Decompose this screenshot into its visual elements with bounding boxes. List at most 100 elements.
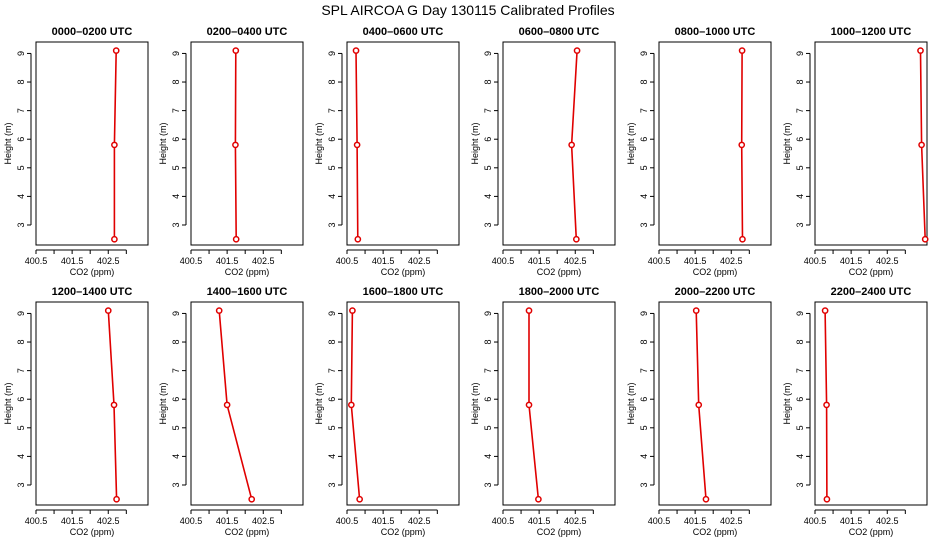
data-point (823, 495, 831, 503)
x-tick-label: 400.5 (492, 516, 515, 526)
data-point (525, 307, 533, 314)
plot-frame (346, 41, 460, 246)
y-tick-label: 5 (483, 425, 493, 430)
x-tick-label: 400.5 (180, 516, 203, 526)
data-point (223, 401, 231, 409)
x-axis-label: CO2 (ppm) (849, 527, 894, 537)
data-point (352, 47, 360, 54)
data-point (111, 141, 118, 149)
x-tick-label: 402.5 (564, 256, 587, 266)
x-axis-label: CO2 (ppm) (381, 267, 426, 277)
x-tick-label: 402.5 (408, 256, 431, 266)
y-axis-label: Height (m) (782, 122, 792, 164)
data-point (232, 235, 240, 243)
y-tick-label: 5 (639, 425, 649, 430)
data-point (111, 235, 118, 243)
data-point (739, 235, 746, 243)
y-tick-label: 4 (483, 194, 493, 199)
x-tick-label: 402.5 (720, 516, 743, 526)
y-axis-label: Height (m) (626, 382, 636, 424)
panel-title: 0200–0400 UTC (207, 26, 288, 38)
y-tick-label: 7 (483, 368, 493, 373)
x-tick-label: 401.5 (61, 516, 84, 526)
x-tick-label: 401.5 (528, 516, 551, 526)
data-point (917, 47, 924, 54)
x-tick-label: 401.5 (372, 516, 395, 526)
y-tick-label: 7 (795, 368, 805, 373)
plot-frame (35, 41, 149, 246)
y-tick-label: 8 (171, 80, 181, 85)
y-tick-label: 6 (639, 397, 649, 402)
y-tick-label: 7 (639, 108, 649, 113)
panel-title: 0000–0200 UTC (52, 26, 133, 38)
plot-frame (502, 41, 616, 246)
y-tick-label: 7 (327, 108, 337, 113)
x-tick-label: 402.5 (97, 516, 120, 526)
data-point (738, 141, 746, 149)
y-tick-label: 9 (327, 311, 337, 316)
y-axis-label: Height (m) (158, 122, 168, 164)
x-axis-label: CO2 (ppm) (225, 267, 270, 277)
data-point (347, 401, 355, 409)
x-tick-label: 401.5 (684, 256, 707, 266)
panel-title: 0400–0600 UTC (363, 26, 444, 38)
y-tick-label: 9 (639, 51, 649, 56)
x-tick-label: 402.5 (876, 256, 899, 266)
y-tick-label: 6 (327, 397, 337, 402)
data-point (702, 495, 710, 503)
y-tick-label: 8 (171, 340, 181, 345)
x-tick-label: 400.5 (336, 516, 359, 526)
y-tick-label: 4 (171, 454, 181, 459)
y-axis-label: Height (m) (158, 382, 168, 424)
x-tick-label: 400.5 (25, 256, 48, 266)
y-tick-label: 7 (483, 108, 493, 113)
y-tick-label: 5 (795, 165, 805, 170)
y-tick-label: 6 (16, 397, 26, 402)
y-axis-label: Height (m) (314, 122, 324, 164)
y-tick-label: 3 (483, 222, 493, 227)
x-tick-label: 402.5 (876, 516, 899, 526)
data-point (525, 401, 533, 409)
data-point (112, 47, 120, 54)
y-tick-label: 5 (16, 425, 26, 430)
y-tick-label: 3 (327, 222, 337, 227)
y-tick-label: 7 (639, 368, 649, 373)
y-axis-label: Height (m) (782, 382, 792, 424)
data-point (823, 401, 830, 409)
x-tick-label: 400.5 (336, 256, 359, 266)
y-axis-label: Height (m) (470, 382, 480, 424)
y-tick-label: 3 (795, 482, 805, 487)
x-tick-label: 402.5 (252, 516, 275, 526)
y-tick-label: 6 (483, 137, 493, 142)
panel-title: 2000–2200 UTC (675, 286, 756, 298)
y-tick-label: 3 (16, 222, 26, 227)
x-tick-label: 402.5 (252, 256, 275, 266)
y-tick-label: 3 (171, 482, 181, 487)
data-point (110, 401, 118, 409)
plot-frame (658, 41, 772, 246)
x-tick-label: 401.5 (61, 256, 84, 266)
y-tick-label: 6 (171, 397, 181, 402)
y-tick-label: 6 (795, 137, 805, 142)
y-tick-label: 7 (16, 108, 26, 113)
y-tick-label: 9 (639, 311, 649, 316)
x-axis-label: CO2 (ppm) (693, 267, 738, 277)
y-tick-label: 4 (483, 454, 493, 459)
y-tick-label: 7 (171, 108, 181, 113)
y-tick-label: 8 (483, 340, 493, 345)
data-point (738, 47, 746, 54)
x-tick-label: 401.5 (840, 256, 863, 266)
data-point (353, 141, 361, 149)
x-tick-label: 400.5 (648, 256, 671, 266)
y-tick-label: 4 (16, 454, 26, 459)
y-tick-label: 3 (327, 482, 337, 487)
x-tick-label: 402.5 (408, 516, 431, 526)
